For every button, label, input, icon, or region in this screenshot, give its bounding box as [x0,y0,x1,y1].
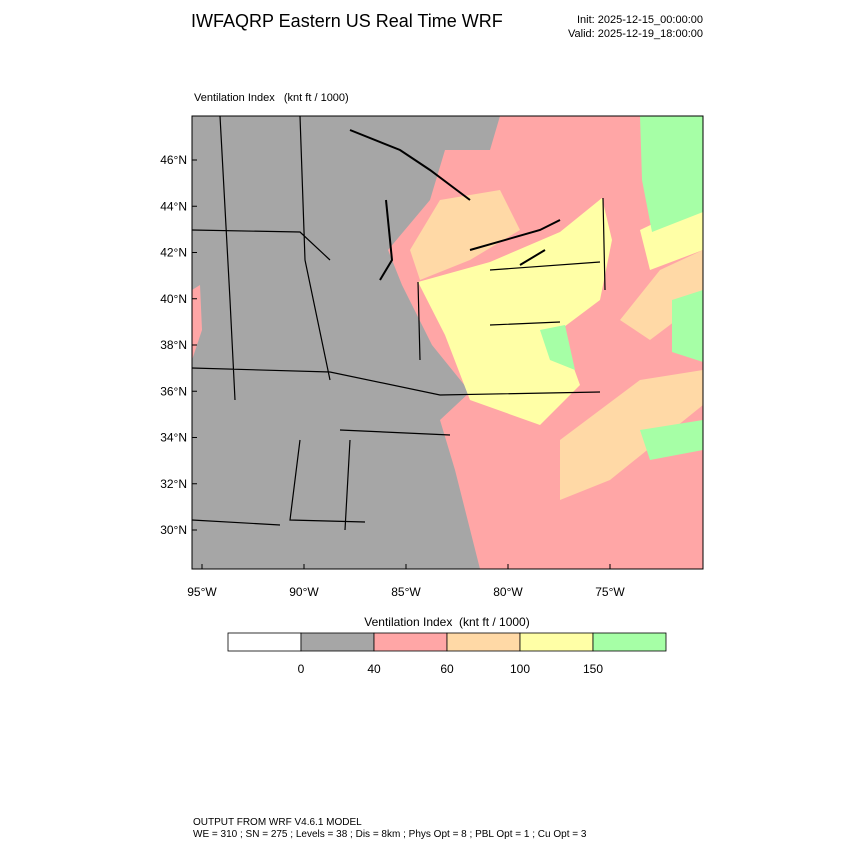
colorbar-title: Ventilation Index (knt ft / 1000) [364,615,529,629]
colorbar-box [227,632,302,652]
colorbar-label: 100 [510,662,530,676]
map-field [192,116,703,569]
lon-label: 90°W [289,585,319,599]
lat-label: 42°N [160,246,187,260]
field-peach [620,250,703,340]
map-frame [191,115,704,570]
borders [192,116,606,531]
colorbar-label: 150 [583,662,603,676]
lat-label: 38°N [160,338,187,352]
field-peach [560,370,703,500]
init-time: Init: 2025-12-15_00:00:00 [577,14,703,26]
map-label: Ventilation Index (knt ft / 1000) [194,92,349,104]
lon-label: 95°W [187,585,217,599]
colorbar: 0 40 60 100 150 [227,632,667,676]
lat-label: 46°N [160,153,187,167]
colorbar-label: 0 [298,662,305,676]
field-pink [192,285,202,360]
colorbar-label: 40 [367,662,381,676]
lat-label: 32°N [160,477,187,491]
lat-label: 34°N [160,431,187,445]
field-green [640,420,703,460]
footer-line: OUTPUT FROM WRF V4.6.1 MODEL [193,817,362,828]
lat-label: 44°N [160,199,187,213]
lat-label: 30°N [160,523,187,537]
colorbar-box [592,632,667,652]
field-green [540,325,575,370]
lon-label: 85°W [391,585,421,599]
colorbar-box [446,632,521,652]
colorbar-box [519,632,594,652]
lat-label: 36°N [160,384,187,398]
field-green [672,290,703,362]
colorbar-label: 60 [440,662,454,676]
colorbar-box [373,632,448,652]
lon-label: 75°W [595,585,625,599]
field-peach [410,190,520,280]
field-green [640,116,703,232]
colorbar-box [300,632,375,652]
field-yellow [418,198,612,425]
valid-time: Valid: 2025-12-19_18:00:00 [568,28,703,40]
lon-label: 80°W [493,585,523,599]
footer-line: WE = 310 ; SN = 275 ; Levels = 38 ; Dis … [193,829,587,840]
title: IWFAQRP Eastern US Real Time WRF [191,11,503,31]
lat-label: 40°N [160,292,187,306]
